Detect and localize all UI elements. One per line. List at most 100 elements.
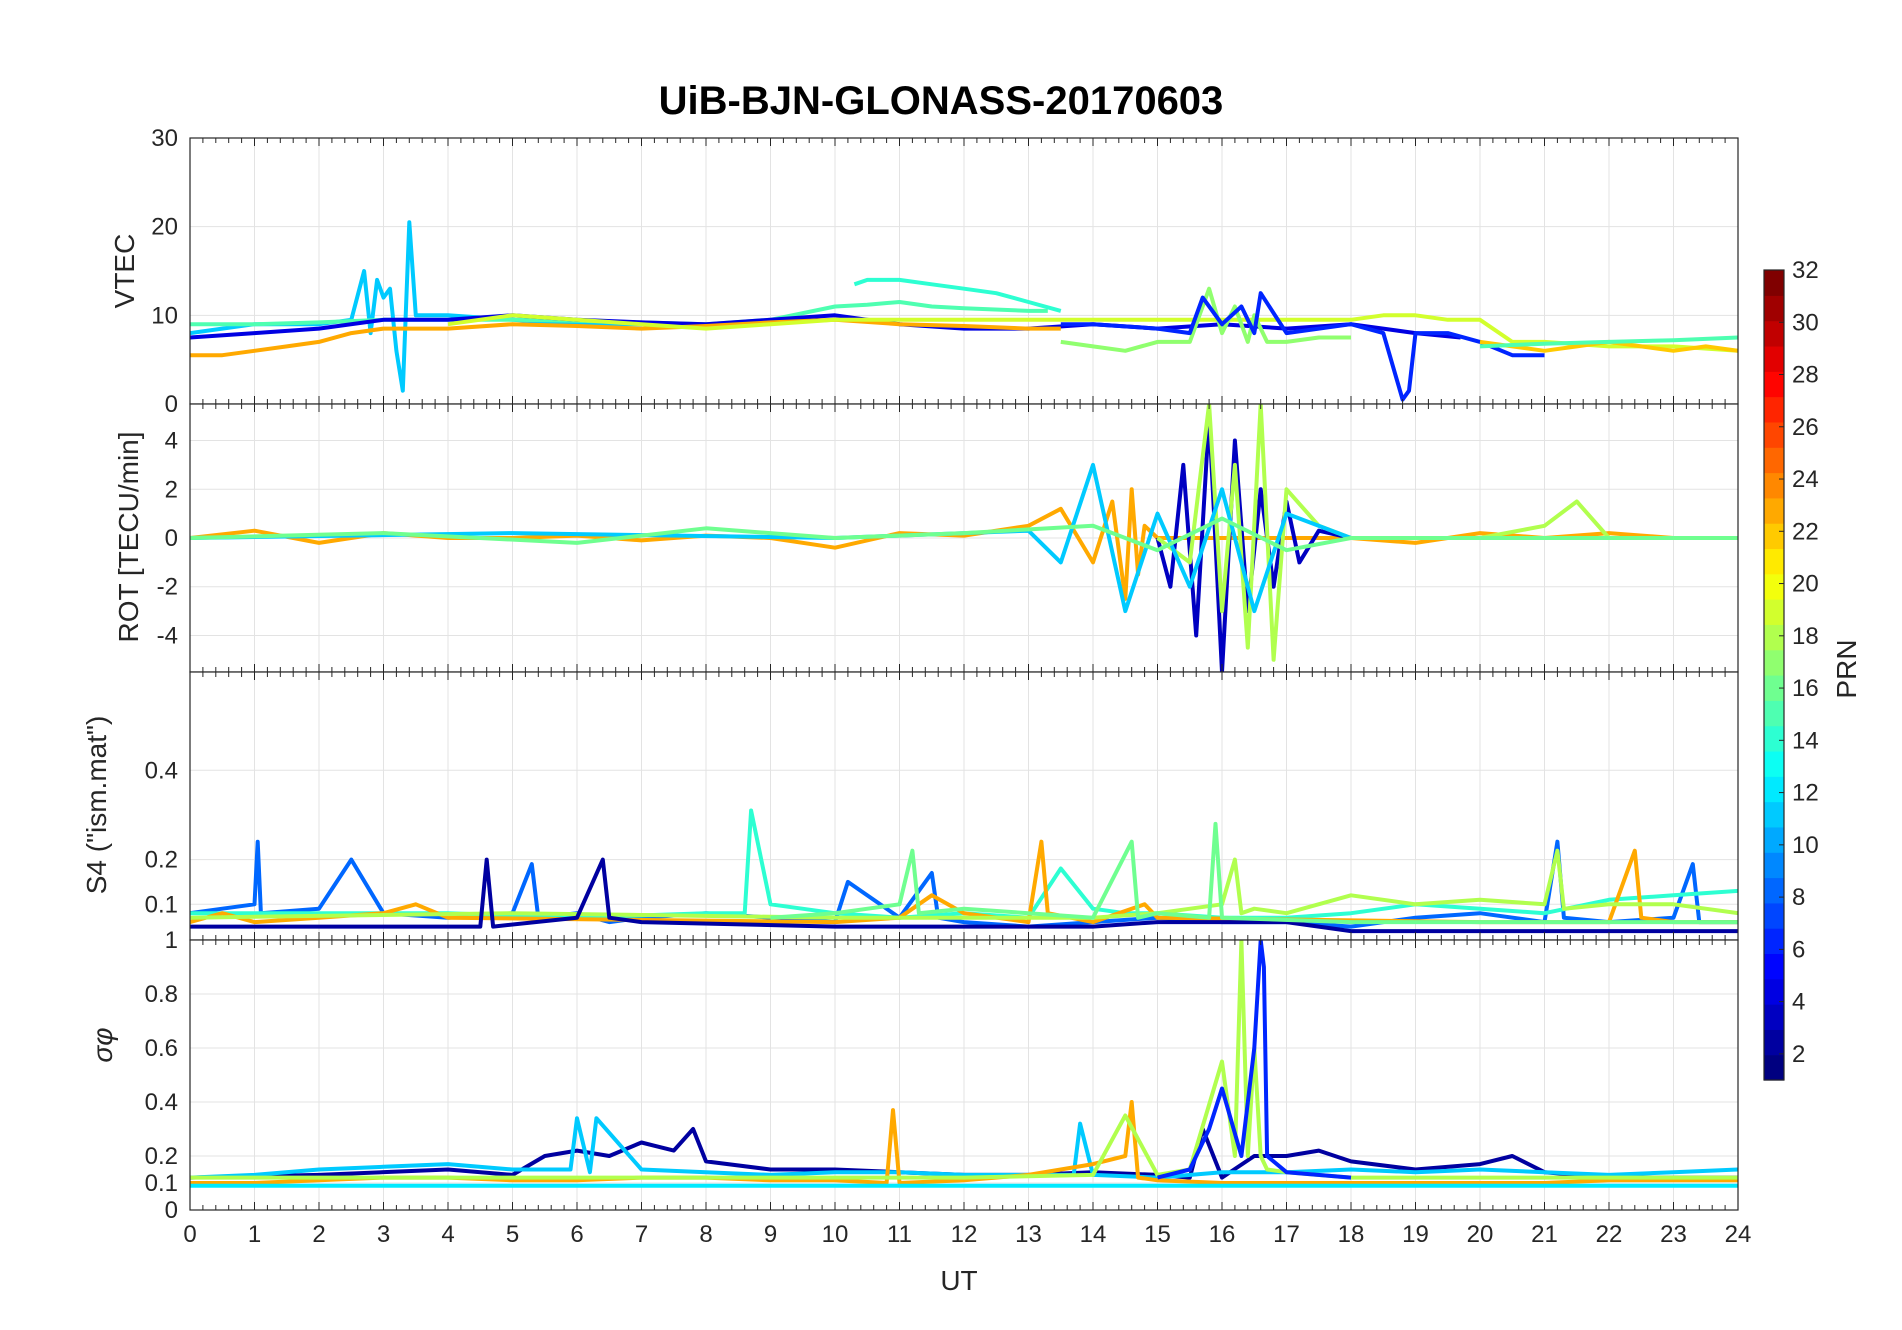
rot-ylabel: ROT [TECU/min] [113, 431, 144, 642]
x-tick-labels: 0 1 2 3 4 5 6 7 8 9 10 11 12 13 14 15 16 17 18 19 20 21 22 23 24 [183, 1221, 1751, 1248]
colorbar-tick-label: 26 [1792, 414, 1819, 441]
colorbar-segment [1764, 700, 1784, 727]
x-tick-label: 3 [377, 1221, 390, 1248]
x-tick-label: 18 [1338, 1221, 1365, 1248]
vtec-panel: VTEC 0 10 20 30 [109, 125, 1739, 418]
colorbar-segment [1764, 447, 1784, 474]
colorbar-tick-label: 28 [1792, 362, 1819, 389]
colorbar-segment [1764, 978, 1784, 1005]
x-tick-label: 22 [1596, 1221, 1623, 1248]
rot-y-tick-label: -4 [157, 622, 178, 649]
x-tick-label: 14 [1080, 1221, 1107, 1248]
x-tick-label: 0 [183, 1221, 196, 1248]
colorbar-segment [1764, 624, 1784, 651]
x-tick-label: 2 [312, 1221, 325, 1248]
colorbar-segment [1764, 801, 1784, 828]
vtec-y-tick-label: 10 [151, 302, 178, 329]
colorbar-tick-label: 24 [1792, 466, 1819, 493]
sigma-y-tick-label: 0 [165, 1197, 178, 1224]
colorbar-tick-label: 12 [1792, 780, 1819, 807]
s4-series-prn-2 [190, 857, 1738, 934]
rot-series-group [190, 404, 1738, 672]
colorbar-segment [1764, 928, 1784, 955]
colorbar-segment [1764, 675, 1784, 701]
sigma-panel: σφ 00.10.2 0.4 0.6 0.8 1 [87, 927, 1739, 1224]
rot-series-prn-16 [190, 516, 1738, 553]
colorbar-tick-label: 14 [1792, 727, 1819, 754]
colorbar-tick-label: 22 [1792, 518, 1819, 545]
vtec-series-group [190, 220, 1738, 402]
vtec-y-tick-label: 0 [165, 391, 178, 418]
colorbar-tick-label: 20 [1792, 571, 1819, 598]
colorbar-tick-label: 32 [1792, 257, 1819, 284]
s4-series-prn-16 [770, 821, 1738, 925]
colorbar-tick-label: 18 [1792, 623, 1819, 650]
rot-y-tick-label: 0 [165, 525, 178, 552]
x-tick-label: 11 [887, 1221, 912, 1248]
sigma-ylabel: σφ [87, 1027, 118, 1062]
rot-y-tick-label: -2 [157, 574, 178, 601]
x-tick-label: 8 [699, 1221, 712, 1248]
colorbar-segment [1764, 599, 1784, 625]
sigma-frame [189, 939, 1739, 1211]
colorbar-segment [1764, 497, 1784, 524]
colorbar-segment [1764, 320, 1784, 347]
colorbar-tick-label: 6 [1792, 936, 1805, 963]
colorbar-tick-label: 4 [1792, 989, 1805, 1016]
x-tick-label: 17 [1273, 1221, 1300, 1248]
x-tick-label: 4 [441, 1221, 454, 1248]
colorbar-segment [1764, 472, 1784, 499]
x-tick-label: 13 [1015, 1221, 1042, 1248]
sigma-y-tick-label: 0.1 [145, 1170, 178, 1197]
colorbar-segment [1764, 573, 1784, 600]
s4-ylabel: S4 ("ism.mat") [81, 716, 112, 895]
colorbar-segment [1764, 270, 1784, 296]
colorbar-segment [1764, 902, 1784, 929]
s4-y-tick-label: 0.1 [145, 891, 178, 918]
colorbar-segment [1764, 371, 1784, 398]
colorbar-tick-label: 2 [1792, 1041, 1805, 1068]
colorbar-tick-label: 8 [1792, 884, 1805, 911]
vtec-y-tick-label: 30 [151, 125, 178, 152]
sigma-series-group [190, 940, 1738, 1188]
chart-title: UiB-BJN-GLONASS-20170603 [659, 79, 1224, 123]
x-tick-label: 5 [506, 1221, 519, 1248]
x-tick-label: 1 [248, 1221, 261, 1248]
x-tick-label: 23 [1660, 1221, 1687, 1248]
sigma-series-prn-6 [1157, 940, 1352, 1180]
colorbar-segment [1764, 649, 1784, 676]
sigma-y-tick-label: 1 [165, 927, 178, 954]
colorbar-segment [1764, 295, 1784, 322]
x-tick-label: 7 [635, 1221, 648, 1248]
vtec-series-prn-14 [853, 277, 1062, 313]
x-tick-label: 6 [570, 1221, 583, 1248]
colorbar-segment [1764, 750, 1784, 777]
sigma-y-tick-label: 0.2 [145, 1143, 178, 1170]
x-axis-label: UT [940, 1265, 977, 1296]
x-tick-label: 12 [951, 1221, 978, 1248]
vtec-series-prn-4 [190, 313, 1461, 340]
rot-panel: ROT [TECU/min] -4 -2 0 2 4 [113, 403, 1739, 673]
x-tick-label: 10 [822, 1221, 849, 1248]
x-tick-label: 16 [1209, 1221, 1236, 1248]
colorbar-segment [1764, 826, 1784, 853]
sigma-series-prn-11 [190, 1116, 1738, 1180]
colorbar-segment [1764, 1054, 1784, 1081]
rot-y-tick-label: 4 [165, 428, 178, 455]
vtec-ylabel: VTEC [109, 234, 140, 309]
x-tick-label: 19 [1402, 1221, 1429, 1248]
vtec-y-tick-label: 20 [151, 214, 178, 241]
sigma-y-tick-label: 0.6 [145, 1035, 178, 1062]
colorbar-segment [1764, 548, 1784, 575]
colorbar-segment [1764, 396, 1784, 423]
colorbar-tick-label: 10 [1792, 832, 1819, 859]
rot-y-tick-label: 2 [165, 476, 178, 503]
colorbar-segment [1764, 953, 1784, 980]
vtec-series-prn-23 [190, 317, 1061, 358]
s4-y-tick-label: 0.2 [145, 847, 178, 874]
s4-series-group [190, 808, 1738, 934]
colorbar-frame [1763, 269, 1785, 1081]
s4-series-prn-14 [190, 808, 1738, 920]
